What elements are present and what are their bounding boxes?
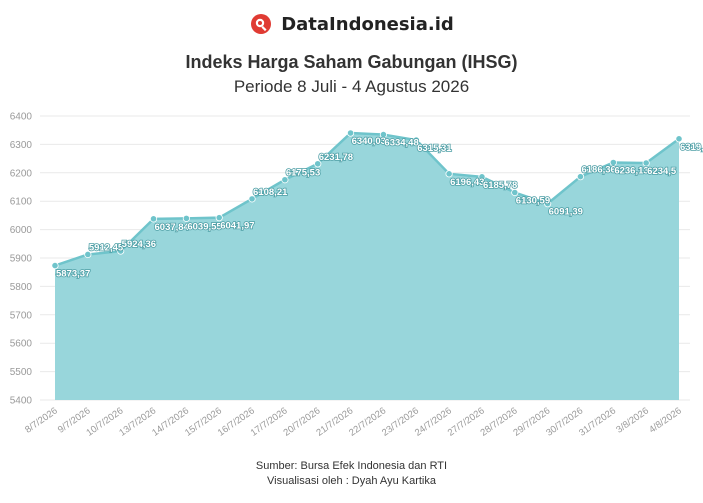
y-tick-label: 5500	[10, 367, 33, 378]
series-line	[54, 131, 680, 267]
data-label: 6091,39	[549, 207, 583, 218]
y-tick-label: 5900	[10, 254, 33, 265]
data-label: 6186,36	[581, 165, 615, 176]
data-label: 6037,84	[155, 222, 190, 233]
data-label: 6234,5	[647, 166, 677, 177]
data-label: 6108,21	[253, 187, 288, 198]
data-point	[117, 247, 125, 255]
data-point	[412, 136, 420, 144]
area-fill	[55, 133, 679, 400]
x-tick-label: 3/8/2026	[614, 405, 651, 435]
header: DataIndonesia.id	[0, 12, 703, 41]
credit-note: Visualisasi oleh : Dyah Ayu Kartika	[267, 475, 436, 487]
y-tick-label: 6400	[10, 112, 33, 123]
data-point	[346, 129, 355, 137]
data-label: 6334,48	[384, 138, 418, 149]
data-label: 5924,36	[122, 239, 156, 250]
y-tick-label: 6100	[10, 197, 33, 208]
brand: DataIndonesia.id	[249, 12, 454, 36]
data-label: 5912,45	[89, 242, 124, 253]
data-point	[675, 135, 683, 143]
data-point	[576, 173, 585, 181]
data-point	[149, 215, 158, 223]
data-label: 6185,78	[483, 180, 517, 191]
data-label: 6130,59	[516, 196, 550, 207]
dataindonesia-logo-icon	[251, 14, 272, 34]
y-tick-label: 5700	[10, 310, 33, 321]
y-tick-label: 6300	[10, 140, 33, 151]
x-tick-label: 31/7/2026	[577, 405, 618, 438]
data-point	[379, 131, 388, 139]
data-label: 6340,03	[352, 136, 386, 147]
data-label: 6315,31	[417, 143, 452, 154]
x-axis-ticks: 8/7/20269/7/202610/7/202613/7/202614/7/2…	[23, 405, 684, 438]
data-point	[51, 261, 59, 270]
data-label: 6041,97	[220, 221, 254, 232]
data-label: 6039,55	[187, 221, 222, 232]
y-tick-label: 5400	[10, 396, 33, 407]
data-label: 6175,53	[286, 168, 320, 179]
data-label: 6236,13	[614, 166, 648, 177]
data-point	[609, 158, 617, 167]
data-point	[281, 176, 289, 184]
y-axis-ticks: 5400 5500 5600 5700 5800 5900 6000 6100 6200 6300…	[10, 112, 33, 407]
data-point	[248, 195, 256, 203]
data-label: 6319,61	[680, 142, 703, 153]
chart-title: Indeks Harga Saham Gabungan (IHSG)	[185, 52, 518, 72]
data-point	[182, 214, 190, 222]
data-label: 6231,78	[319, 152, 353, 163]
source-note: Sumber: Bursa Efek Indonesia dan RTI	[255, 460, 448, 472]
data-point	[84, 250, 92, 259]
data-label: 5873,37	[56, 269, 90, 280]
data-point	[511, 188, 519, 197]
data-point	[215, 214, 223, 222]
x-tick-label: 8/7/2026	[23, 405, 60, 435]
x-tick-label: 4/8/2026	[647, 405, 684, 435]
y-tick-label: 6200	[10, 168, 33, 179]
ihsg-area-chart: 5400 5500 5600 5700 5800 5900 6000 6100 6200 6300…	[10, 112, 703, 439]
brand-name: DataIndonesia.id	[281, 13, 454, 35]
data-point	[478, 173, 486, 181]
y-tick-label: 6000	[10, 225, 33, 236]
y-tick-label: 5800	[10, 282, 33, 293]
data-points	[51, 129, 683, 270]
data-point	[445, 170, 453, 178]
data-label: 6196,43	[450, 177, 484, 188]
data-point	[544, 200, 552, 208]
data-point	[314, 160, 322, 168]
data-point	[642, 159, 650, 167]
chart-subtitle: Periode 8 Juli - 4 Agustus 2026	[233, 77, 470, 96]
y-tick-label: 5600	[10, 339, 33, 350]
